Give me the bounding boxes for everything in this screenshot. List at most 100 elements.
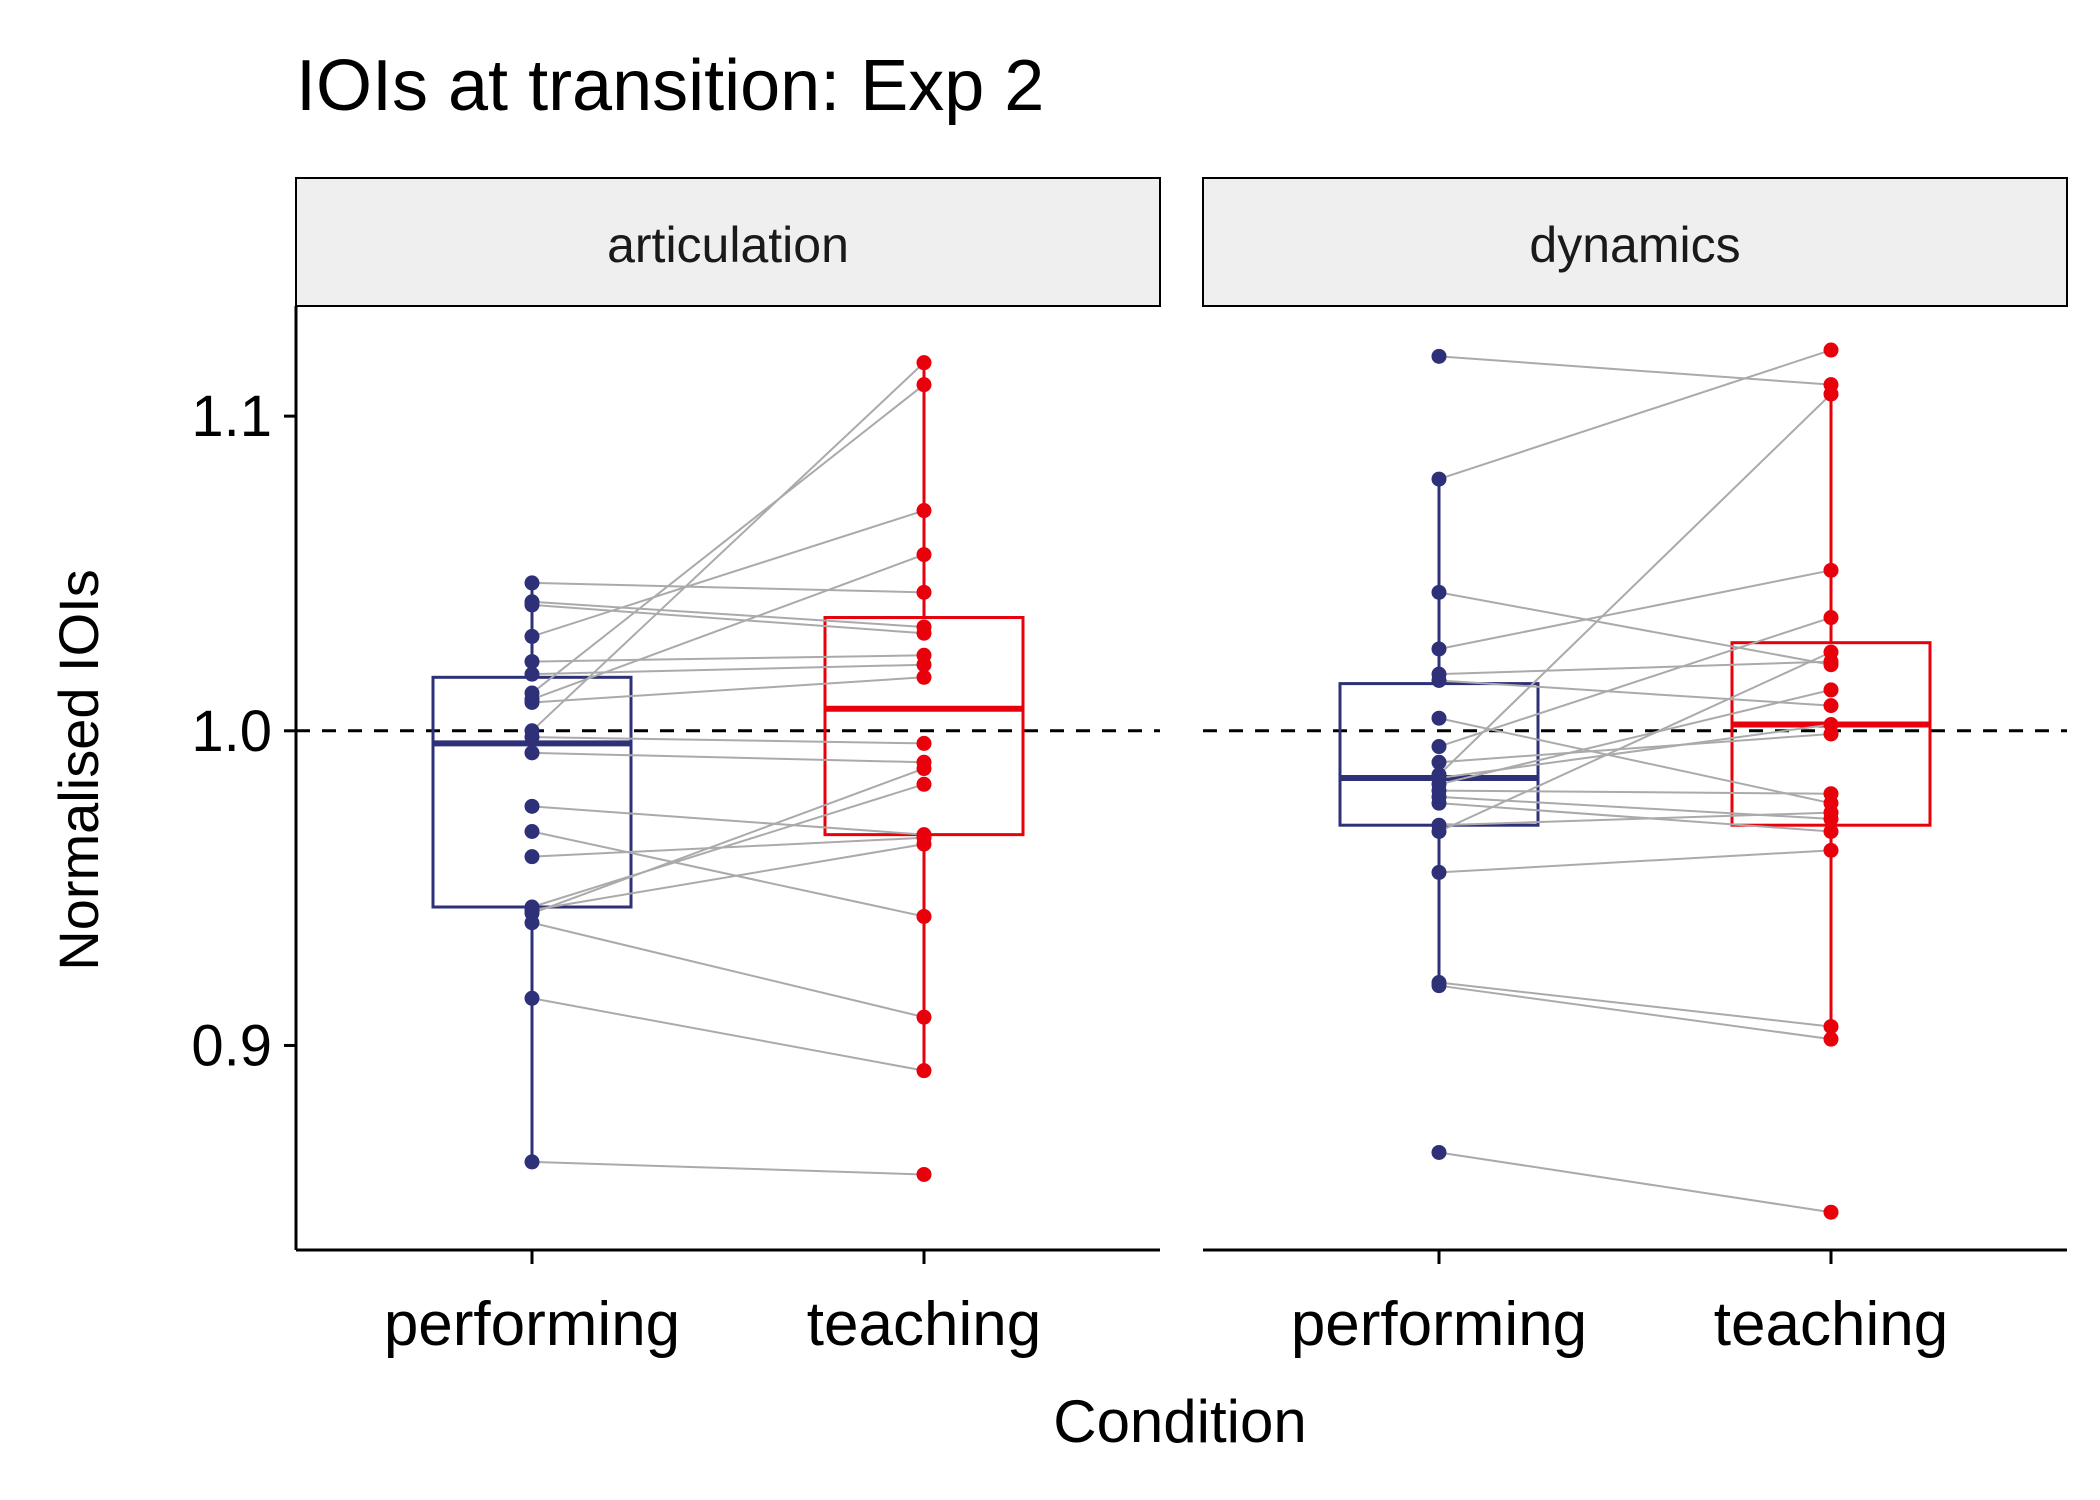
x-tick-label-teaching: teaching bbox=[807, 1290, 1041, 1359]
pair-line bbox=[531, 676, 925, 704]
pair-line bbox=[531, 654, 925, 663]
point-performing bbox=[524, 729, 540, 745]
point-performing bbox=[1431, 823, 1447, 839]
point-teaching bbox=[916, 657, 932, 673]
point-teaching bbox=[1823, 1204, 1839, 1220]
pair-lines bbox=[531, 361, 925, 1176]
point-performing bbox=[1431, 471, 1447, 487]
pair-line bbox=[1438, 717, 1832, 805]
point-performing bbox=[524, 628, 540, 644]
pair-line bbox=[531, 553, 925, 701]
pair-line bbox=[531, 603, 925, 635]
point-teaching bbox=[1823, 1031, 1839, 1047]
point-teaching bbox=[916, 584, 932, 600]
pair-line bbox=[1438, 660, 1832, 676]
pair-line bbox=[1438, 984, 1832, 1041]
pair-line bbox=[531, 383, 925, 694]
pair-line bbox=[531, 921, 925, 1019]
pair-line bbox=[1438, 591, 1832, 666]
point-teaching bbox=[916, 1166, 932, 1182]
data-points bbox=[1431, 342, 1839, 1220]
x-tick-label-performing: performing bbox=[384, 1290, 680, 1359]
pair-line bbox=[1438, 789, 1832, 795]
pair-line bbox=[1438, 651, 1832, 833]
point-teaching bbox=[1823, 823, 1839, 839]
point-performing bbox=[524, 694, 540, 710]
pair-line bbox=[531, 1160, 925, 1176]
facet-panel-articulation: articulation performing teaching bbox=[294, 177, 1161, 1359]
point-teaching bbox=[1823, 682, 1839, 698]
pair-line bbox=[531, 836, 925, 858]
point-teaching bbox=[1823, 644, 1839, 660]
facet-strip bbox=[1202, 177, 2068, 307]
point-performing bbox=[1431, 1144, 1447, 1160]
point-teaching bbox=[1823, 562, 1839, 578]
y-tick-label: 1.0 bbox=[191, 699, 272, 764]
point-teaching bbox=[1823, 698, 1839, 714]
y-axis-label: Normalised IOIs bbox=[47, 569, 110, 970]
point-performing bbox=[524, 1154, 540, 1170]
point-performing bbox=[524, 575, 540, 591]
pair-line bbox=[531, 581, 925, 594]
point-performing bbox=[524, 745, 540, 761]
pair-lines bbox=[1438, 349, 1832, 1214]
chart-title: IOIs at transition: Exp 2 bbox=[296, 46, 1044, 126]
point-teaching bbox=[1823, 805, 1839, 821]
pair-line bbox=[531, 509, 925, 638]
pair-line bbox=[531, 783, 925, 908]
point-performing bbox=[524, 990, 540, 1006]
pair-line bbox=[531, 767, 925, 915]
point-performing bbox=[524, 798, 540, 814]
facet-panels: articulation performing teaching dynamics pe… bbox=[294, 177, 2068, 1359]
point-performing bbox=[524, 597, 540, 613]
point-performing bbox=[1431, 795, 1447, 811]
pair-line bbox=[1438, 349, 1832, 481]
point-performing bbox=[1431, 739, 1447, 755]
point-teaching bbox=[1823, 786, 1839, 802]
point-performing bbox=[1431, 584, 1447, 600]
point-teaching bbox=[916, 1009, 932, 1025]
pair-line bbox=[531, 843, 925, 912]
pair-line bbox=[1438, 393, 1832, 776]
point-teaching bbox=[916, 625, 932, 641]
point-performing bbox=[1431, 754, 1447, 770]
pair-line bbox=[1438, 849, 1832, 874]
pair-line bbox=[1438, 1151, 1832, 1214]
point-teaching bbox=[916, 377, 932, 393]
pair-line bbox=[1438, 569, 1832, 650]
facet-panel-dynamics: dynamics performing teaching bbox=[1202, 177, 2068, 1359]
data-points bbox=[524, 355, 932, 1182]
pair-line bbox=[1438, 679, 1832, 707]
point-performing bbox=[524, 823, 540, 839]
point-performing bbox=[1431, 641, 1447, 657]
point-performing bbox=[1431, 864, 1447, 880]
x-tick-label-performing: performing bbox=[1291, 1290, 1587, 1359]
pair-line bbox=[1438, 355, 1832, 386]
point-teaching bbox=[916, 503, 932, 519]
pair-line bbox=[531, 663, 925, 676]
point-performing bbox=[524, 849, 540, 865]
pair-line bbox=[1438, 688, 1832, 786]
point-teaching bbox=[916, 355, 932, 371]
point-teaching bbox=[916, 836, 932, 852]
pair-line bbox=[1438, 981, 1832, 1028]
pair-line bbox=[1438, 732, 1832, 764]
point-performing bbox=[1431, 672, 1447, 688]
point-teaching bbox=[916, 669, 932, 685]
pair-line bbox=[531, 997, 925, 1072]
pair-line bbox=[531, 600, 925, 628]
box-iqr bbox=[431, 675, 633, 909]
point-teaching bbox=[1823, 610, 1839, 626]
point-teaching bbox=[916, 735, 932, 751]
point-performing bbox=[1431, 348, 1447, 364]
point-teaching bbox=[1823, 717, 1839, 733]
pair-line bbox=[1438, 616, 1832, 748]
point-performing bbox=[524, 654, 540, 670]
pair-line bbox=[531, 830, 925, 918]
facet-strip-label: dynamics bbox=[1529, 217, 1740, 273]
point-performing bbox=[1431, 978, 1447, 994]
y-tick-label: 1.1 bbox=[191, 384, 272, 449]
y-axis-ticks: 0.9 1.0 1.1 bbox=[191, 384, 296, 1078]
facet-strip-label: articulation bbox=[607, 217, 849, 273]
